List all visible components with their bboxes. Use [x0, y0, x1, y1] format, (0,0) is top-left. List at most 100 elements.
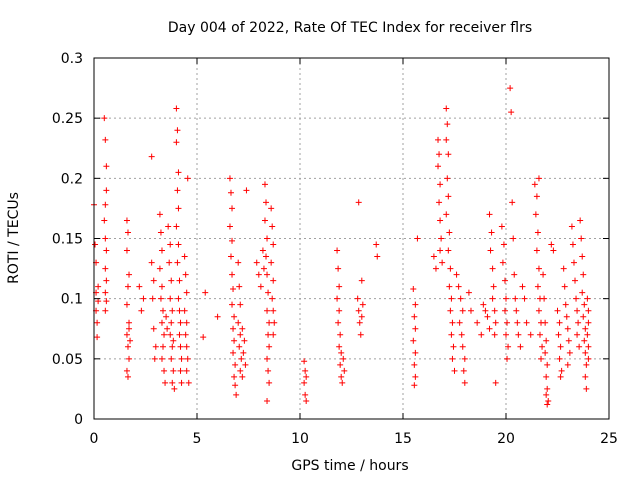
data-point: [227, 189, 234, 196]
data-point: [301, 358, 308, 365]
plot-frame: [93, 57, 610, 420]
data-point: [576, 343, 583, 350]
data-point: [167, 241, 174, 248]
data-point: [447, 307, 454, 314]
data-point: [175, 241, 182, 248]
axis-ticks: [93, 57, 610, 420]
y-tick-label: 0: [74, 412, 83, 428]
data-point: [264, 355, 271, 362]
data-point: [585, 307, 592, 314]
data-point: [492, 319, 499, 326]
data-point: [446, 283, 453, 290]
data-point: [184, 175, 191, 182]
data-point: [200, 334, 207, 341]
data-point: [507, 85, 514, 92]
data-point: [236, 283, 243, 290]
data-point: [504, 355, 511, 362]
data-point: [170, 337, 177, 344]
data-point: [242, 361, 249, 368]
data-point: [484, 313, 491, 320]
data-point: [561, 283, 568, 290]
data-point: [94, 319, 101, 326]
data-point: [459, 307, 466, 314]
data-point: [542, 319, 549, 326]
data-point: [263, 253, 270, 260]
data-point: [161, 331, 168, 338]
data-point: [564, 361, 571, 368]
data-point: [240, 349, 247, 356]
data-point: [558, 367, 565, 374]
data-point: [181, 253, 188, 260]
data-point: [182, 331, 189, 338]
data-point: [474, 319, 481, 326]
data-point: [374, 253, 381, 260]
data-point: [235, 319, 242, 326]
data-point: [535, 307, 542, 314]
data-point: [430, 253, 437, 260]
data-point: [503, 295, 509, 302]
data-point: [127, 337, 134, 344]
data-point: [438, 235, 445, 242]
data-point: [226, 175, 233, 182]
data-point: [410, 286, 417, 293]
data-point: [412, 301, 419, 308]
data-point: [255, 271, 262, 278]
data-point: [178, 379, 185, 386]
data-point: [536, 331, 543, 338]
data-point: [435, 136, 442, 143]
x-tick-labels: 0 5 10 15 20 25: [90, 431, 618, 447]
y-tick-label: 0.2: [61, 171, 83, 187]
data-point: [580, 271, 587, 278]
data-point: [233, 391, 240, 398]
y-tick-label: 0.15: [52, 232, 83, 248]
data-point: [574, 331, 581, 338]
data-point: [491, 307, 498, 314]
data-point: [556, 355, 563, 362]
data-point: [183, 289, 190, 296]
data-point: [340, 355, 347, 362]
data-point: [543, 373, 550, 380]
data-point: [230, 325, 237, 332]
data-point: [260, 265, 267, 272]
data-point: [579, 253, 586, 260]
data-point: [102, 136, 109, 143]
data-point: [540, 271, 547, 278]
data-point: [449, 319, 456, 326]
data-point: [436, 151, 443, 158]
data-point: [338, 349, 345, 356]
data-point: [535, 265, 542, 272]
data-point: [229, 237, 236, 244]
data-point: [373, 241, 380, 248]
data-point: [584, 331, 591, 338]
data-point: [152, 343, 159, 350]
data-point: [500, 241, 507, 248]
x-tick-label: 25: [600, 431, 618, 447]
data-point: [231, 313, 238, 320]
data-point: [229, 205, 236, 212]
data-point: [478, 331, 485, 338]
data-point: [238, 355, 245, 362]
data-point: [227, 253, 234, 260]
data-point: [170, 367, 177, 374]
data-point: [268, 205, 275, 212]
data-point: [550, 247, 557, 254]
x-tick-label: 10: [291, 431, 309, 447]
data-point: [236, 343, 243, 350]
data-point: [270, 241, 277, 248]
data-point: [102, 201, 109, 208]
data-point: [177, 367, 184, 374]
data-point: [239, 373, 246, 380]
data-point: [445, 193, 452, 200]
data-point: [486, 325, 493, 332]
data-point: [169, 379, 176, 386]
data-point: [303, 373, 310, 380]
data-point: [268, 259, 275, 266]
data-point: [175, 205, 182, 212]
data-point: [126, 319, 133, 326]
data-point: [140, 295, 147, 302]
data-point: [565, 337, 572, 344]
data-point: [264, 271, 271, 278]
data-point: [171, 385, 178, 392]
data-point: [177, 319, 184, 326]
data-point: [183, 367, 190, 374]
